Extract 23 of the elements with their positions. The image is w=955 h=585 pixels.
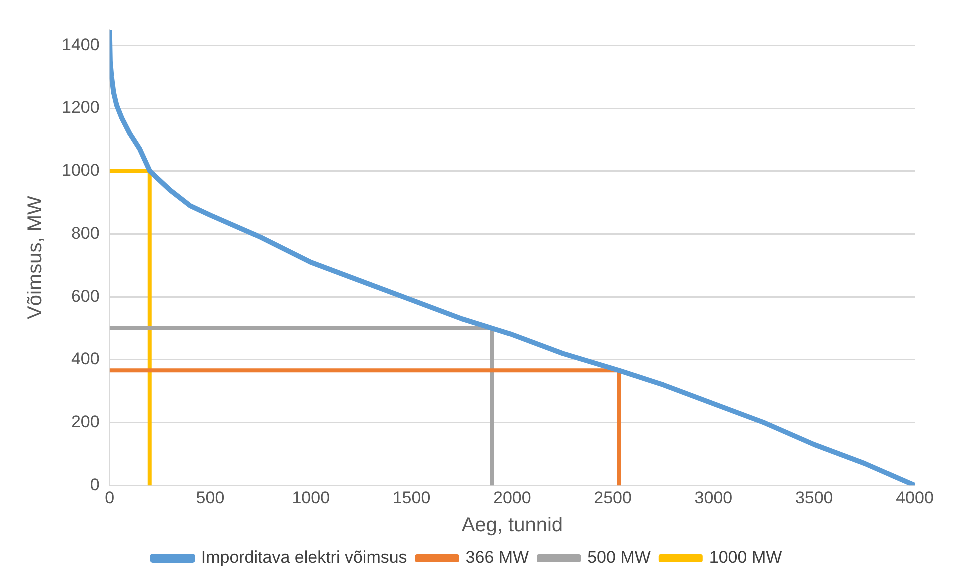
y-tick-label: 200 [71, 412, 100, 432]
x-tick-label: 0 [105, 488, 115, 508]
x-tick-label: 500 [196, 488, 225, 508]
x-tick-label: 2000 [493, 488, 532, 508]
x-axis-title: Aeg, tunnid [462, 514, 564, 537]
y-tick-label: 600 [71, 286, 100, 306]
x-tick-label: 4000 [896, 488, 934, 508]
legend-label: 1000 MW [709, 548, 782, 568]
y-tick-label: 800 [71, 224, 100, 243]
y-tick-label: 1400 [62, 35, 100, 54]
y-tick-label: 0 [90, 475, 100, 494]
y-tick-label: 400 [71, 350, 100, 369]
legend-label: Imporditava elektri võimsus [201, 548, 408, 568]
x-tick-label: 1000 [292, 488, 330, 508]
y-tick-label: 1000 [62, 161, 100, 180]
x-tick-label: 1500 [392, 488, 431, 508]
legend-label: 500 MW [588, 548, 651, 568]
x-tick-label: 3000 [694, 488, 733, 508]
y-axis-title: Võimsus, MW [24, 196, 47, 320]
x-tick-label: 2500 [594, 488, 632, 508]
x-tick-label: 3500 [795, 488, 834, 508]
legend-label: 366 MW [466, 548, 530, 568]
y-tick-label: 1200 [62, 98, 100, 118]
